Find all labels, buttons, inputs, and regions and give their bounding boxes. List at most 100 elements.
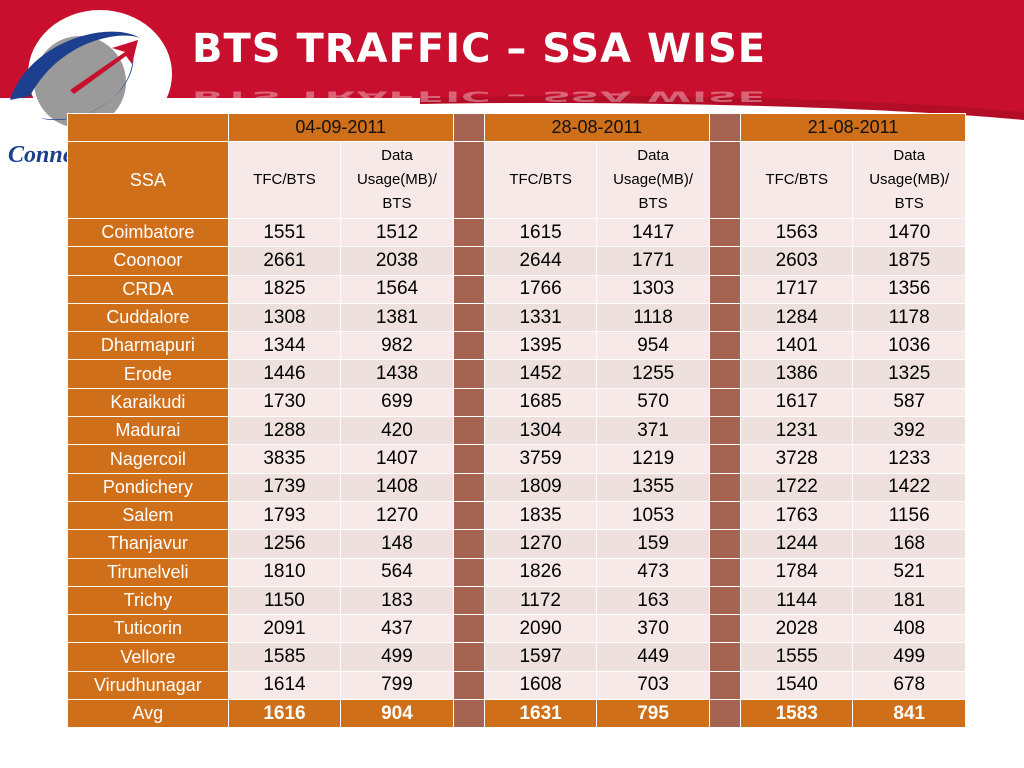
avg-value: 1616	[227, 699, 342, 729]
slide-title: BTS TRAFFIC – SSA WISE	[192, 26, 767, 72]
gap-cell	[452, 500, 485, 531]
value-cell: 1325	[852, 359, 966, 389]
value-cell: 1355	[596, 472, 710, 502]
gap-cell	[452, 642, 485, 672]
avg-value: 795	[596, 699, 710, 729]
gap-cell	[708, 331, 741, 361]
value-cell: 1386	[739, 359, 854, 389]
gap-cell	[452, 416, 485, 446]
value-cell: 1178	[852, 302, 966, 333]
gap-cell	[452, 359, 485, 389]
gap-cell	[452, 585, 485, 616]
value-cell: 1615	[483, 217, 598, 248]
tfc-bts-header: TFC/BTS	[227, 141, 342, 219]
ssa-name: Madurai	[67, 416, 229, 446]
value-cell: 1685	[483, 387, 598, 418]
ssa-name: Nagercoil	[67, 444, 229, 474]
table-row: Coimbatore 1551 1512 1615 1417 1563 1470	[67, 217, 966, 248]
logo-text: Conne	[8, 142, 74, 168]
gap-cell	[708, 444, 741, 474]
value-cell: 1825	[227, 274, 342, 304]
gap-cell	[708, 670, 741, 701]
value-cell: 1810	[227, 557, 342, 587]
gap-cell	[708, 217, 741, 248]
gap-cell	[708, 416, 741, 446]
value-cell: 1512	[340, 217, 454, 248]
value-cell: 1835	[483, 500, 598, 531]
ssa-name: Tuticorin	[67, 614, 229, 644]
gap-cell	[452, 274, 485, 304]
value-cell: 183	[340, 585, 454, 616]
value-cell: 1438	[340, 359, 454, 389]
value-cell: 473	[596, 557, 710, 587]
table-row: Karaikudi 1730 699 1685 570 1617 587	[67, 387, 966, 418]
gap-cell	[708, 529, 741, 559]
gap-cell	[452, 246, 485, 276]
avg-value: 841	[852, 699, 966, 729]
table-body: 04-09-2011 28-08-2011 21-08-2011 SSA TFC…	[67, 113, 967, 729]
value-cell: 1344	[227, 331, 342, 361]
value-cell: 678	[852, 670, 966, 701]
value-cell: 1555	[739, 642, 854, 672]
date-header: 04-09-2011	[227, 113, 454, 142]
value-cell: 2091	[227, 614, 342, 644]
value-cell: 392	[852, 416, 966, 446]
table-row: Tuticorin 2091 437 2090 370 2028 408	[67, 614, 966, 644]
ssa-name: Salem	[67, 500, 229, 531]
value-cell: 1150	[227, 585, 342, 616]
gap-cell	[708, 614, 741, 644]
value-cell: 437	[340, 614, 454, 644]
value-cell: 1763	[739, 500, 854, 531]
value-cell: 499	[852, 642, 966, 672]
value-cell: 2090	[483, 614, 598, 644]
value-cell: 1417	[596, 217, 710, 248]
value-cell: 1256	[227, 529, 342, 559]
avg-row: Avg 1616 904 1631 795 1583 841	[67, 699, 966, 729]
gap-cell	[452, 387, 485, 418]
value-cell: 521	[852, 557, 966, 587]
table-row: Coonoor 2661 2038 2644 1771 2603 1875	[67, 246, 966, 276]
table-row: Thanjavur 1256 148 1270 159 1244 168	[67, 529, 966, 559]
value-cell: 1422	[852, 472, 966, 502]
gap-cell	[452, 557, 485, 587]
value-cell: 1144	[739, 585, 854, 616]
gap-cell	[708, 557, 741, 587]
value-cell: 1284	[739, 302, 854, 333]
ssa-header: SSA	[67, 141, 229, 219]
value-cell: 799	[340, 670, 454, 701]
gap-cell	[452, 614, 485, 644]
value-cell: 1793	[227, 500, 342, 531]
value-cell: 1585	[227, 642, 342, 672]
value-cell: 1270	[483, 529, 598, 559]
value-cell: 181	[852, 585, 966, 616]
value-cell: 1036	[852, 331, 966, 361]
gap-cell	[452, 302, 485, 333]
gap-cell	[452, 670, 485, 701]
value-cell: 1304	[483, 416, 598, 446]
data-usage-header: Data Usage(MB)/ BTS	[852, 141, 966, 219]
avg-value: 1583	[739, 699, 854, 729]
table-row: Trichy 1150 183 1172 163 1144 181	[67, 585, 966, 616]
value-cell: 1452	[483, 359, 598, 389]
value-cell: 1381	[340, 302, 454, 333]
ssa-name: Tirunelveli	[67, 557, 229, 587]
gap-cell	[452, 141, 485, 219]
value-cell: 1303	[596, 274, 710, 304]
value-cell: 420	[340, 416, 454, 446]
gap-cell	[708, 500, 741, 531]
table-row: Virudhunagar 1614 799 1608 703 1540 678	[67, 670, 966, 701]
ssa-name: Thanjavur	[67, 529, 229, 559]
value-cell: 1270	[340, 500, 454, 531]
gap-cell	[452, 113, 485, 142]
gap-cell	[452, 472, 485, 502]
ssa-name: Coonoor	[67, 246, 229, 276]
gap-cell	[708, 585, 741, 616]
value-cell: 1356	[852, 274, 966, 304]
value-cell: 449	[596, 642, 710, 672]
value-cell: 1875	[852, 246, 966, 276]
value-cell: 1564	[340, 274, 454, 304]
value-cell: 1809	[483, 472, 598, 502]
value-cell: 587	[852, 387, 966, 418]
value-cell: 371	[596, 416, 710, 446]
